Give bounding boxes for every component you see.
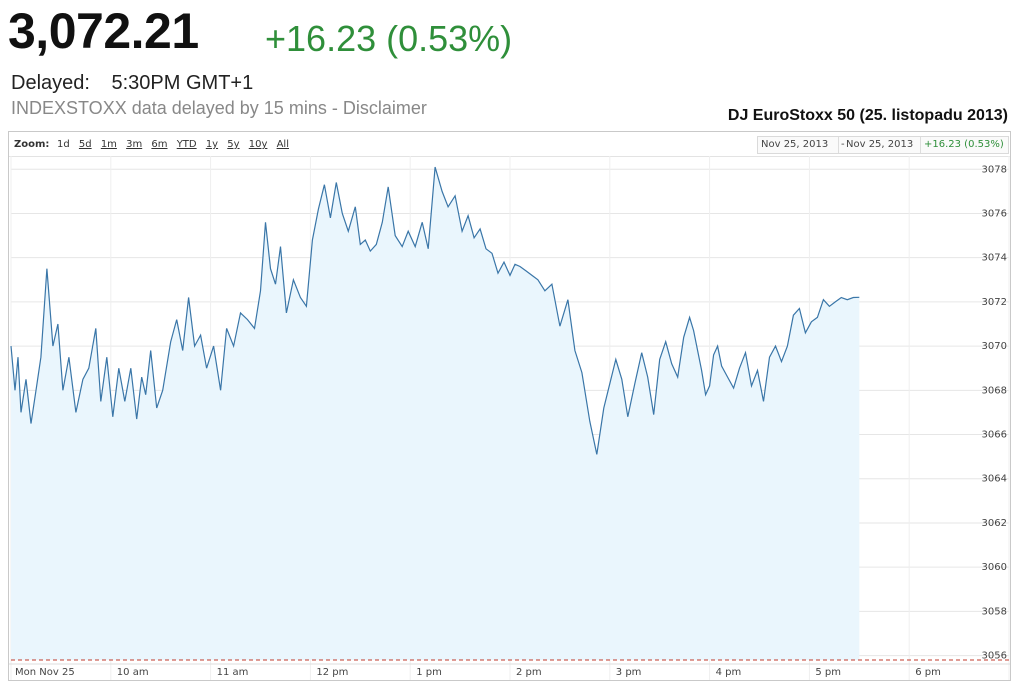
price-chart[interactable]: 3056 3058 3060 3062 3064 3066 3068 3070 3072 3074… (9, 156, 1010, 680)
y-tick-label: 3072 (982, 297, 1007, 308)
x-tick-label: 3 pm (616, 667, 642, 678)
x-tick-label: 5 pm (815, 667, 841, 678)
y-tick-label: 3056 (982, 651, 1007, 662)
chart-panel: Zoom: 1d 5d 1m 3m 6m YTD 1y 5y 10y All N… (8, 131, 1011, 681)
delay-info: Delayed: 5:30PM GMT+1 (11, 72, 253, 95)
zoom-option-1y[interactable]: 1y (205, 139, 219, 150)
range-change: +16.23 (0.53%) (924, 139, 1004, 150)
range-divider (920, 137, 921, 153)
zoom-option-1d[interactable]: 1d (57, 139, 70, 150)
zoom-option-5d[interactable]: 5d (78, 139, 92, 150)
index-price: 3,072.21 (8, 3, 199, 59)
zoom-label: Zoom: (14, 139, 50, 150)
y-tick-label: 3058 (982, 606, 1007, 617)
y-tick-label: 3070 (982, 341, 1007, 352)
zoom-option-3m[interactable]: 3m (126, 139, 143, 150)
y-tick-label: 3066 (982, 430, 1007, 441)
range-from-date[interactable]: Nov 25, 2013 (761, 139, 829, 150)
y-tick-label: 3074 (982, 253, 1007, 264)
x-axis-labels: Mon Nov 25 10 am 11 am 12 pm 1 pm 2 pm 3 pm 4 p… (15, 667, 941, 678)
y-tick-label: 3076 (982, 208, 1007, 219)
x-tick-label: 10 am (117, 667, 149, 678)
range-dash: - (841, 139, 845, 150)
y-tick-label: 3060 (982, 562, 1007, 573)
date-range-display: Nov 25, 2013 - Nov 25, 2013 +16.23 (0.53… (757, 136, 1009, 154)
price-area (11, 167, 860, 660)
zoom-option-1m[interactable]: 1m (100, 139, 117, 150)
y-tick-label: 3064 (982, 474, 1007, 485)
x-tick-label: 4 pm (716, 667, 742, 678)
x-tick-label: 12 pm (316, 667, 348, 678)
x-tick-label: 1 pm (416, 667, 442, 678)
price-change: +16.23 (0.53%) (265, 18, 513, 59)
zoom-option-ytd[interactable]: YTD (176, 139, 197, 150)
x-tick-label: Mon Nov 25 (15, 667, 75, 678)
disclaimer-link[interactable]: Disclaimer (342, 98, 427, 118)
disclaimer-text: INDEXSTOXX data delayed by 15 mins - (11, 98, 343, 118)
zoom-option-all[interactable]: All (276, 139, 289, 150)
range-divider (838, 137, 839, 153)
x-tick-label: 6 pm (915, 667, 941, 678)
zoom-option-6m[interactable]: 6m (151, 139, 168, 150)
x-tick-label: 11 am (217, 667, 249, 678)
zoom-option-10y[interactable]: 10y (248, 139, 268, 150)
price-line (10, 166, 860, 455)
zoom-option-5y[interactable]: 5y (227, 139, 240, 150)
x-tick-label: 2 pm (516, 667, 542, 678)
y-tick-label: 3068 (982, 385, 1007, 396)
zoom-options: 1d 5d 1m 3m 6m YTD 1y 5y 10y All (57, 139, 295, 150)
delayed-time: 5:30PM GMT+1 (111, 72, 254, 94)
y-axis-labels: 3056 3058 3060 3062 3064 3066 3068 3070 3072 3074… (982, 164, 1007, 661)
chart-toolbar: Zoom: 1d 5d 1m 3m 6m YTD 1y 5y 10y All N… (9, 132, 1010, 157)
delayed-label: Delayed: (11, 72, 90, 94)
range-to-date[interactable]: Nov 25, 2013 (846, 139, 914, 150)
y-tick-label: 3062 (982, 518, 1007, 529)
chart-title: DJ EuroStoxx 50 (25. listopadu 2013) (727, 107, 1008, 124)
data-source-note: INDEXSTOXX data delayed by 15 mins - Dis… (11, 98, 427, 119)
y-tick-label: 3078 (982, 164, 1007, 175)
